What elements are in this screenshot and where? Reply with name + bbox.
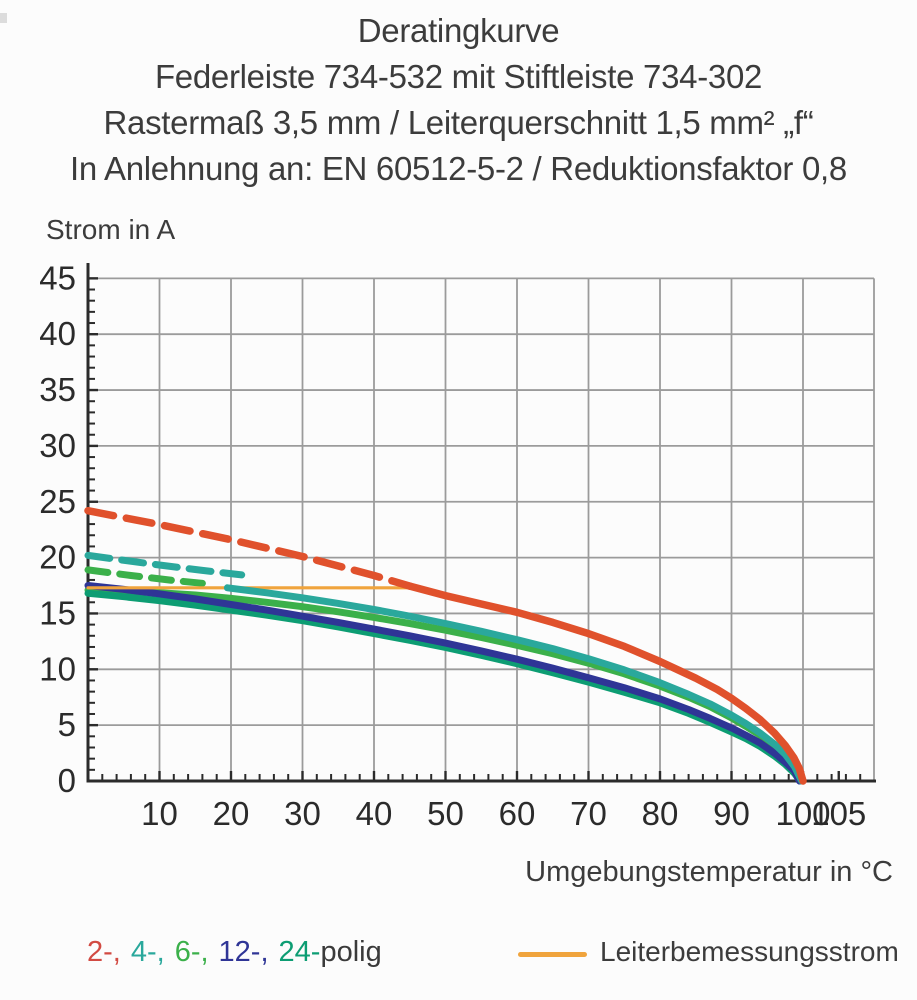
curve-4-polig-dashed bbox=[84, 551, 246, 579]
legend-pole-3: 12-, bbox=[218, 936, 269, 968]
legend-pole-2: 6-, bbox=[174, 936, 209, 968]
curve-4-polig-solid bbox=[223, 584, 806, 785]
y-tick-label-30: 30 bbox=[39, 427, 76, 464]
x-axis-title: Umgebungstemperatur in °C bbox=[525, 856, 893, 888]
x-tick-label-20: 20 bbox=[213, 795, 250, 832]
y-axis-title: Strom in A bbox=[46, 214, 176, 245]
y-tick-label-20: 20 bbox=[39, 539, 76, 576]
x-tick-label-30: 30 bbox=[284, 795, 321, 832]
rated-current-label: Leiterbemessungsstrom bbox=[600, 936, 899, 967]
curve-2-polig-solid bbox=[406, 582, 807, 785]
x-tick-label-105: 105 bbox=[811, 795, 866, 832]
curve-6-polig-dashed bbox=[84, 566, 206, 587]
page-edge-artifact bbox=[0, 13, 7, 23]
x-tick-label-10: 10 bbox=[141, 795, 178, 832]
x-tick-label-80: 80 bbox=[642, 795, 679, 832]
curve-6-polig-solid bbox=[84, 586, 805, 785]
legend-pole-0: 2-, bbox=[87, 936, 121, 968]
chart-subtitle-product: Federleiste 734-532 mit Stiftleiste 734-… bbox=[154, 58, 763, 95]
legend-pole-1: 4-, bbox=[130, 936, 165, 968]
x-tick-label-40: 40 bbox=[356, 795, 393, 832]
curve-12-polig-solid bbox=[84, 582, 803, 785]
rated-current-line-swatch bbox=[518, 951, 587, 957]
y-tick-label-40: 40 bbox=[39, 315, 76, 352]
chart-title-block: Deratingkurve Federleiste 734-532 mit St… bbox=[0, 8, 917, 192]
y-tick-label-5: 5 bbox=[58, 706, 76, 743]
x-tick-label-60: 60 bbox=[499, 795, 536, 832]
y-tick-label-25: 25 bbox=[39, 483, 76, 520]
x-tick-label-70: 70 bbox=[570, 795, 607, 832]
y-tick-label-10: 10 bbox=[39, 650, 76, 687]
chart-title: Deratingkurve bbox=[357, 12, 560, 49]
y-tick-label-35: 35 bbox=[39, 371, 76, 408]
rated-current-legend: Leiterbemessungsstrom bbox=[518, 936, 899, 968]
x-tick-label-90: 90 bbox=[713, 795, 750, 832]
x-tick-label-100: 100 bbox=[775, 795, 830, 832]
legend-pole-4: 24- bbox=[278, 936, 321, 968]
x-tick-label-50: 50 bbox=[427, 795, 464, 832]
y-tick-label-15: 15 bbox=[39, 594, 76, 631]
chart-subtitle-spec: Rastermaß 3,5 mm / Leiterquerschnitt 1,5… bbox=[103, 104, 814, 141]
pole-count-legend: 2-, 4-, 6-, 12-, 24-polig bbox=[87, 936, 382, 969]
legend-pole-5: polig bbox=[320, 936, 382, 968]
y-tick-label-45: 45 bbox=[39, 259, 76, 296]
curve-2-polig-dashed bbox=[84, 506, 414, 590]
y-tick-label-0: 0 bbox=[58, 762, 76, 799]
chart-subtitle-norm: In Anlehnung an: EN 60512-5-2 / Reduktio… bbox=[70, 150, 847, 187]
